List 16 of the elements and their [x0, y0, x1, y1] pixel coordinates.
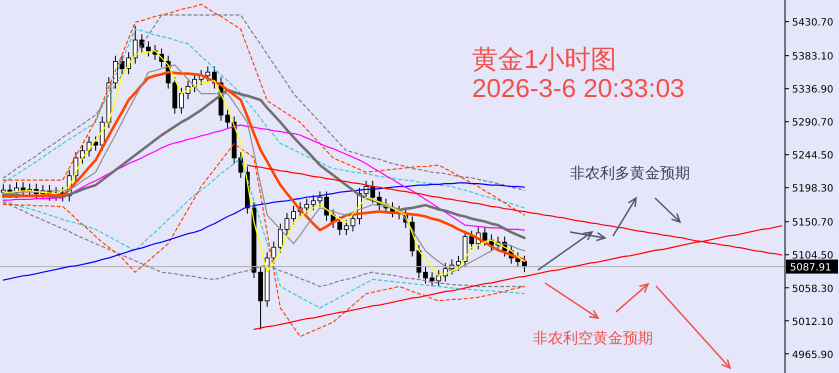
- annotation: 非农利空黄金预期: [533, 330, 653, 347]
- y-tick-label: 5150.70: [792, 218, 834, 229]
- y-tick-label: 5336.90: [792, 84, 834, 96]
- y-tick-label: 5198.30: [792, 184, 834, 195]
- y-tick-label: 5058.30: [792, 284, 834, 295]
- annotation: 非农利多黄金预期: [570, 165, 690, 182]
- y-tick-label: 5104.50: [792, 250, 834, 262]
- y-tick-label: 5012.10: [792, 316, 834, 328]
- y-tick-label: 5430.70: [792, 18, 834, 29]
- text: 黄金1小时图: [472, 44, 616, 74]
- y-tick-label: 5244.50: [792, 150, 834, 162]
- ref-line-label: 5087.91: [790, 262, 832, 274]
- y-tick-label: 5290.70: [792, 118, 834, 129]
- y-tick-label: 4965.90: [792, 350, 834, 361]
- text: 2026-3-6 20:33:03: [472, 73, 685, 103]
- y-tick-label: 5383.10: [792, 52, 834, 63]
